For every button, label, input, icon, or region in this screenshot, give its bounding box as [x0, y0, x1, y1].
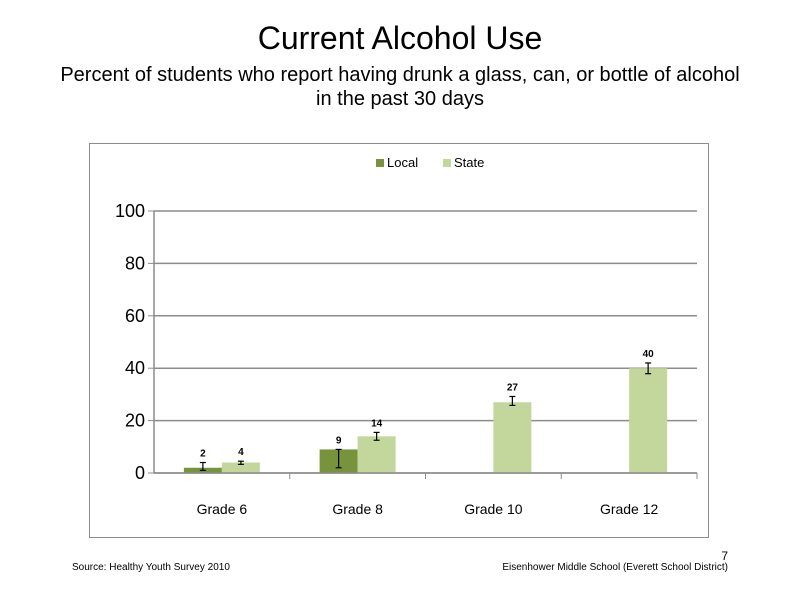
- y-tick-label: 20: [125, 411, 145, 431]
- x-tick-label: Grade 10: [464, 501, 523, 517]
- legend-label-local: Local: [387, 155, 418, 170]
- bar-chart: 0 20 40 60 80 100 Grade 6 2 4 Grade 8 9 14 Grade 10 2…: [115, 155, 698, 517]
- data-label: 14: [371, 418, 383, 429]
- footer-source: Source: Healthy Youth Survey 2010: [72, 562, 230, 573]
- data-label: 40: [643, 349, 655, 360]
- slide-title: Current Alcohol Use: [257, 20, 543, 56]
- data-label: 2: [200, 449, 206, 460]
- x-tick-label: Grade 6: [197, 501, 248, 517]
- y-tick-label: 60: [125, 306, 145, 326]
- y-tick-label: 100: [115, 201, 145, 221]
- page-number: 7: [721, 549, 728, 563]
- slide-subtitle: Percent of students who report having dr…: [60, 64, 740, 110]
- bar-state: [221, 462, 260, 473]
- y-tick-label: 80: [125, 253, 145, 273]
- footer-school: Eisenhower Middle School (Everett School…: [502, 562, 728, 573]
- bar-state: [629, 368, 668, 473]
- bar-state: [493, 402, 532, 473]
- data-label: 27: [507, 382, 519, 393]
- legend-swatch-state: [443, 159, 451, 167]
- chart-area: 0 20 40 60 80 100 Grade 6 2 4 Grade 8 9 14 Grade 10 2…: [89, 143, 709, 538]
- x-tick-label: Grade 8: [332, 501, 383, 517]
- x-tick-label: Grade 12: [600, 501, 659, 517]
- data-label: 9: [336, 435, 342, 446]
- y-tick-label: 40: [125, 358, 145, 378]
- legend-label-state: State: [454, 155, 484, 170]
- legend-swatch-local: [376, 159, 384, 167]
- y-tick-label: 0: [135, 463, 145, 483]
- data-label: 4: [238, 447, 244, 458]
- bar-state: [357, 436, 396, 473]
